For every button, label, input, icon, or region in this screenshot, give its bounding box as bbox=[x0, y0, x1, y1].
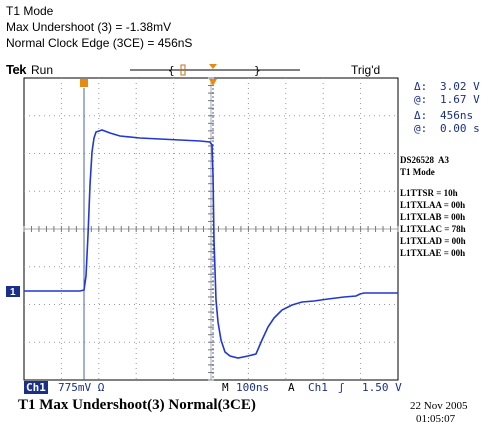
trigger-slope-icon: ʃ bbox=[338, 381, 345, 394]
delta-v-value: 3.02 V bbox=[440, 80, 480, 93]
timebase: 100ns bbox=[236, 381, 270, 394]
mode-label: T1 Mode bbox=[400, 167, 435, 177]
date: 22 Nov 2005 bbox=[410, 400, 468, 412]
svg-text:{: { bbox=[168, 64, 175, 77]
at-t-value: 0.00 s bbox=[440, 122, 480, 135]
at-t-label: @: bbox=[414, 122, 428, 135]
a-label: A bbox=[288, 381, 295, 394]
brand-logo: Tek bbox=[6, 62, 26, 77]
scope-footer: Ch1 775mV Ω M 100ns A Ch1 ʃ 1.50 V bbox=[24, 381, 410, 395]
run-status: Run bbox=[31, 63, 54, 77]
svg-text:}: } bbox=[254, 64, 261, 77]
trigger-channel: Ch1 bbox=[308, 381, 328, 394]
status-bar: Tek Run Trig'd bbox=[6, 62, 416, 78]
at-v-value: 1.67 V bbox=[440, 93, 480, 106]
record-trigger-marker bbox=[209, 64, 217, 69]
channel-1-marker-label: 1 bbox=[10, 287, 16, 298]
register-line: L1TXLAB = 00h bbox=[400, 212, 466, 222]
channel-1-marker bbox=[6, 286, 20, 297]
waveform-trace bbox=[24, 129, 398, 359]
register-line: L1TXLAE = 00h bbox=[400, 248, 466, 258]
delta-v-label: Δ: bbox=[414, 80, 428, 93]
trigger-level: 1.50 V bbox=[362, 381, 402, 394]
delta-t-label: Δ: bbox=[414, 109, 428, 122]
register-line: L1TXLAC = 78h bbox=[400, 224, 466, 234]
expansion-point-marker bbox=[209, 79, 217, 86]
clock-edge-line: Normal Clock Edge (3CE) = 456nS bbox=[6, 36, 193, 50]
undershoot-line: Max Undershoot (3) = -1.38mV bbox=[6, 20, 172, 34]
m-label: M bbox=[222, 381, 229, 394]
register-line: L1TXLAA = 00h bbox=[400, 200, 466, 210]
delta-t-value: 456ns bbox=[440, 109, 474, 122]
time: 01:05:07 bbox=[416, 413, 456, 425]
register-line: L1TTSR = 10h bbox=[400, 188, 458, 198]
trigger-position-marker bbox=[80, 79, 88, 87]
vertical-scale: 775mV Ω bbox=[58, 381, 105, 394]
device-label: DS26528 A3 bbox=[400, 155, 450, 165]
at-v-label: @: bbox=[414, 93, 428, 106]
trigger-status: Trig'd bbox=[351, 63, 381, 77]
caption: T1 Max Undershoot(3) Normal(3CE) bbox=[18, 397, 256, 413]
register-line: L1TXLAD = 00h bbox=[400, 236, 466, 246]
graticule-grid bbox=[23, 77, 399, 381]
channel-label: Ch1 bbox=[24, 381, 48, 394]
title-line: T1 Mode bbox=[6, 4, 54, 18]
record-position-bar: { } bbox=[130, 64, 300, 77]
